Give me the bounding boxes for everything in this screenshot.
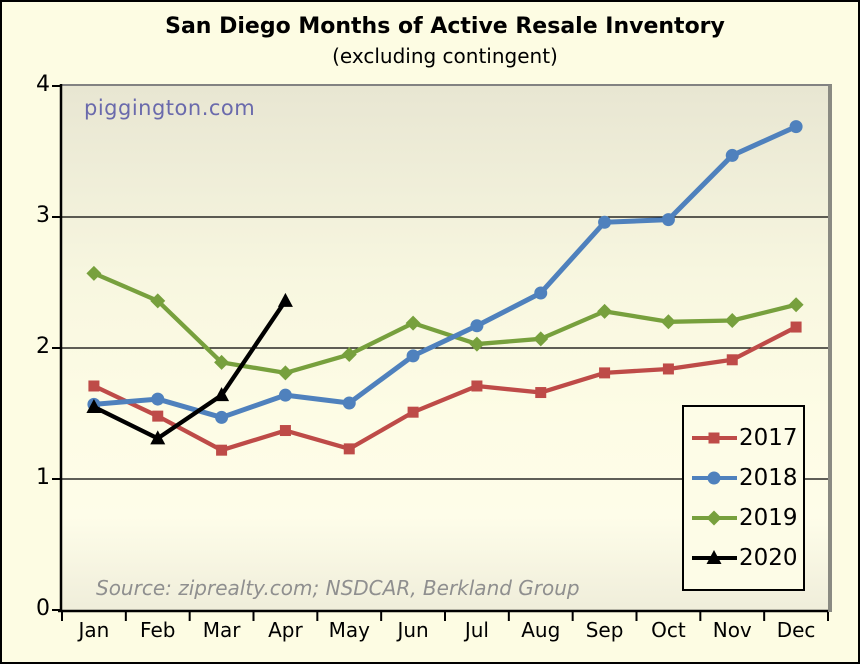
legend-label-2020: 2020 bbox=[739, 544, 798, 571]
x-axis-label-feb: Feb bbox=[140, 618, 176, 642]
y-axis-label-2: 2 bbox=[36, 334, 50, 359]
y-axis-label-4: 4 bbox=[36, 72, 50, 97]
legend-item-2018: 2018 bbox=[691, 465, 803, 491]
legend-label-2019: 2019 bbox=[739, 504, 798, 531]
x-axis-label-mar: Mar bbox=[202, 618, 241, 642]
legend-item-2020: 2020 bbox=[691, 545, 803, 571]
legend-item-2017: 2017 bbox=[691, 425, 803, 451]
y-axis-label-3: 3 bbox=[36, 203, 50, 228]
series-line-2018 bbox=[91, 124, 799, 420]
series-line-2017 bbox=[91, 324, 799, 453]
x-axis-label-aug: Aug bbox=[521, 618, 561, 642]
legend-swatch-2019 bbox=[692, 510, 737, 526]
legend-swatch-2018 bbox=[692, 471, 737, 485]
watermark-text: piggington.com bbox=[84, 96, 256, 120]
x-axis-label-apr: Apr bbox=[268, 618, 303, 642]
legend-label-2017: 2017 bbox=[739, 424, 798, 451]
source-note: Source: ziprealty.com; NSDCAR, Berkland … bbox=[96, 576, 580, 600]
legend-label-2018: 2018 bbox=[739, 464, 798, 491]
x-axis-label-jul: Jul bbox=[464, 618, 489, 642]
x-axis-label-nov: Nov bbox=[712, 618, 752, 642]
x-axis-label-sep: Sep bbox=[585, 618, 624, 642]
series-2018 bbox=[87, 120, 803, 424]
series-2020 bbox=[86, 292, 293, 445]
series-2019 bbox=[86, 265, 804, 381]
legend: 2017 2018 2019 2020 bbox=[682, 405, 805, 591]
x-axis-label-oct: Oct bbox=[651, 618, 686, 642]
y-axis-label-1: 1 bbox=[36, 465, 50, 490]
legend-swatch-2020 bbox=[692, 550, 737, 564]
series-line-2019 bbox=[91, 271, 799, 376]
x-axis-label-may: May bbox=[328, 618, 370, 642]
x-axis-label-jan: Jan bbox=[78, 618, 110, 642]
series-2017 bbox=[88, 321, 802, 456]
x-axis-label-dec: Dec bbox=[776, 618, 816, 642]
chart-title: San Diego Months of Active Resale Invent… bbox=[165, 14, 725, 39]
series-line-2020 bbox=[91, 298, 288, 441]
chart-subtitle: (excluding contingent) bbox=[332, 44, 558, 68]
legend-swatch-2017 bbox=[692, 432, 737, 444]
legend-item-2019: 2019 bbox=[691, 505, 803, 531]
x-axis-label-jun: Jun bbox=[397, 618, 429, 642]
y-axis-label-0: 0 bbox=[36, 596, 50, 621]
